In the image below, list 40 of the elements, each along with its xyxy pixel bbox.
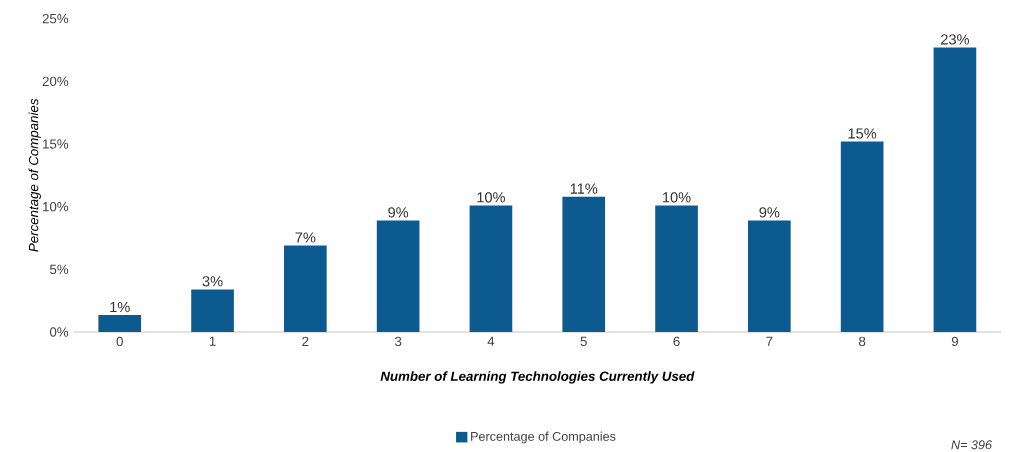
- y-tick-label: 15%: [43, 139, 69, 149]
- bar: [748, 220, 791, 333]
- bar: [469, 205, 513, 333]
- data-label: 10%: [477, 192, 506, 203]
- bar: [933, 47, 977, 333]
- data-label: 9%: [759, 207, 780, 218]
- y-tick-label: 20%: [42, 76, 69, 87]
- data-label: 9%: [388, 207, 409, 218]
- x-tick-label: 2: [302, 336, 309, 346]
- bar: [284, 245, 327, 333]
- x-tick-label: 5: [580, 336, 587, 346]
- data-label: 3%: [202, 276, 223, 287]
- x-tick-label: 3: [394, 336, 402, 347]
- bar: [562, 196, 606, 333]
- text: N= 396: [951, 440, 992, 450]
- y-tick-label: 25%: [42, 13, 69, 24]
- data-label: 10%: [663, 192, 691, 203]
- x-tick-label: 8: [859, 336, 866, 347]
- data-label: 23%: [941, 34, 970, 45]
- bar: [98, 315, 142, 333]
- y-tick-label: 10%: [43, 201, 69, 212]
- x-tick-label: 9: [951, 336, 959, 347]
- bar: [840, 141, 884, 333]
- bar: [191, 289, 234, 333]
- x-tick-label: 7: [766, 336, 773, 346]
- x-tick-label: 4: [487, 336, 495, 346]
- bar: [376, 220, 420, 333]
- legend-label: Percentage of Companies: [471, 431, 616, 444]
- y-tick-label: 5%: [49, 264, 69, 275]
- data-label: 1%: [110, 301, 130, 313]
- x-tick-label: 1: [209, 336, 216, 346]
- x-tick-label: 0: [116, 336, 123, 347]
- y-tick-label: 0%: [49, 327, 69, 337]
- y-axis-title: Percentage of Companies: [28, 98, 41, 252]
- data-label: 15%: [848, 128, 877, 139]
- bar: [655, 205, 698, 333]
- data-label: 7%: [295, 232, 316, 243]
- x-axis-title: Number of Learning Technologies Currently Used: [380, 371, 695, 384]
- data-label: 11%: [570, 183, 598, 194]
- x-tick-label: 6: [673, 336, 680, 347]
